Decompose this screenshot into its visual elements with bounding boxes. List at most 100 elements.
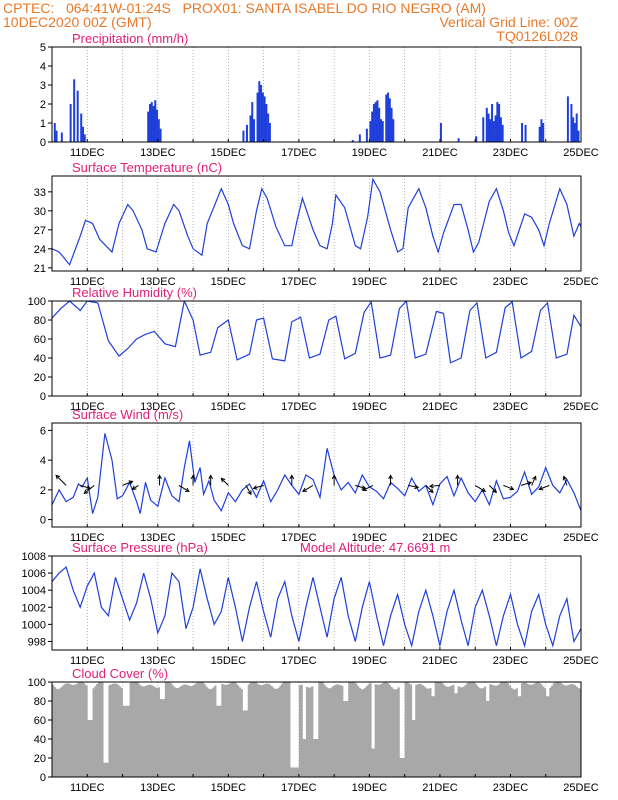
cloud-bar bbox=[572, 684, 575, 777]
header-date: 10DEC2020 00Z (GMT) bbox=[3, 14, 152, 30]
wind-arrow-head bbox=[157, 474, 162, 480]
cloud-bar bbox=[258, 684, 261, 777]
x-tick-label: 23DEC bbox=[493, 532, 529, 544]
cloud-bar bbox=[521, 683, 524, 777]
cloud-bar bbox=[297, 767, 300, 777]
cloud-bar bbox=[540, 684, 543, 777]
cloud-bar bbox=[452, 685, 455, 777]
cloud-bar bbox=[295, 767, 298, 777]
cloud-bar bbox=[344, 701, 347, 777]
wind-arrow bbox=[132, 484, 139, 490]
cloud-bar bbox=[111, 683, 115, 777]
x-tick-label: 19DEC bbox=[352, 147, 388, 159]
wind-arrow-head bbox=[83, 489, 89, 495]
cloud-bar bbox=[496, 685, 499, 777]
x-tick-label: 17DEC bbox=[281, 782, 317, 794]
cloud-bar bbox=[302, 739, 305, 777]
cloud-bar bbox=[62, 685, 65, 777]
precip-bar bbox=[379, 119, 382, 142]
cloud-bar bbox=[304, 739, 307, 777]
cloud-bar bbox=[478, 688, 481, 777]
cloud-bar bbox=[201, 682, 205, 777]
cloud-bar bbox=[64, 683, 67, 777]
cloud-bar bbox=[168, 682, 171, 777]
x-tick-label: 23DEC bbox=[493, 655, 529, 667]
precip-bar bbox=[365, 128, 368, 142]
wind-arrow-head bbox=[492, 488, 498, 494]
cloud-bar bbox=[71, 684, 74, 777]
precip-bar bbox=[242, 130, 245, 142]
cloud-bar bbox=[342, 701, 346, 777]
precip-bar bbox=[369, 121, 372, 142]
precip-bar bbox=[76, 90, 79, 142]
cloud-bar bbox=[425, 688, 428, 777]
cloud-bar bbox=[156, 687, 159, 777]
y-tick-label: 0 bbox=[40, 772, 46, 784]
cloud-bar bbox=[268, 684, 272, 777]
precip-bar bbox=[55, 130, 58, 142]
panel-1: 0 1 2 3 4 5 11DEC 13DEC 15DEC 17DEC 19DEC 21DEC 23DE… bbox=[40, 31, 599, 159]
series-line bbox=[52, 566, 581, 649]
cloud-bar bbox=[468, 682, 471, 777]
cloud-bar bbox=[254, 682, 257, 777]
wind-arrow-head bbox=[190, 474, 196, 480]
cloud-bar bbox=[367, 684, 370, 777]
cloud-bar bbox=[387, 683, 390, 777]
cloud-bar bbox=[362, 689, 365, 777]
x-tick-label: 23DEC bbox=[493, 782, 529, 794]
cloud-bar bbox=[339, 685, 342, 777]
wind-arrow bbox=[520, 481, 532, 486]
series-line bbox=[52, 301, 581, 364]
cloud-bar bbox=[281, 683, 284, 777]
cloud-bar bbox=[106, 762, 109, 777]
cloud-bar bbox=[529, 684, 533, 777]
cloud-bar bbox=[298, 685, 302, 777]
cloud-bar bbox=[108, 685, 111, 777]
precip-bar bbox=[83, 134, 86, 142]
y-tick-label: 100 bbox=[28, 677, 46, 689]
cloud-bar bbox=[508, 685, 511, 777]
cloud-bar bbox=[230, 682, 233, 777]
cloud-bar bbox=[94, 686, 97, 777]
wind-arrow bbox=[531, 476, 537, 486]
cloud-bar bbox=[85, 686, 88, 777]
y-tick-label: 40 bbox=[34, 734, 46, 746]
cloud-bar bbox=[189, 686, 192, 777]
cloud-bar bbox=[104, 762, 108, 777]
panel-frame bbox=[51, 175, 582, 272]
cloud-bar bbox=[577, 688, 580, 777]
y-tick-label: 1 bbox=[40, 118, 46, 130]
cloud-bar bbox=[224, 684, 227, 777]
x-tick-label: 21DEC bbox=[422, 532, 458, 544]
x-tick-label: 15DEC bbox=[211, 532, 247, 544]
y-tick-label: 1000 bbox=[22, 619, 46, 631]
x-tick-label: 11DEC bbox=[70, 401, 105, 413]
cloud-bar bbox=[221, 683, 224, 777]
cloud-bar bbox=[519, 696, 522, 777]
cloud-bar bbox=[536, 682, 540, 777]
cloud-bar bbox=[408, 683, 411, 777]
cloud-bar bbox=[427, 688, 430, 777]
wind-arrow bbox=[80, 484, 91, 489]
precip-bar bbox=[457, 138, 460, 142]
cloud-bar bbox=[173, 687, 176, 777]
cloud-bar bbox=[573, 685, 577, 777]
y-tick-label: 20 bbox=[34, 753, 46, 765]
wind-arrow bbox=[220, 478, 229, 486]
x-tick-label: 21DEC bbox=[422, 147, 458, 159]
wind-arrow-head bbox=[252, 485, 258, 490]
cloud-bar bbox=[166, 682, 169, 777]
precip-bar bbox=[80, 113, 83, 142]
precip-bar bbox=[265, 104, 268, 142]
wind-arrow-head bbox=[388, 474, 393, 480]
wind-arrow bbox=[488, 485, 497, 493]
header-grid-note: Vertical Grid Line: 00Z bbox=[439, 14, 578, 30]
precip-bar bbox=[494, 115, 497, 142]
header-line1: CPTEC: 064:41W-01:24S PROX01: SANTA ISAB… bbox=[3, 0, 486, 16]
cloud-bar bbox=[240, 689, 243, 777]
cloud-bar bbox=[96, 684, 99, 777]
cloud-bar bbox=[242, 710, 245, 777]
cloud-bar bbox=[438, 682, 441, 777]
cloud-bar bbox=[57, 689, 60, 777]
cloud-bar bbox=[81, 682, 85, 777]
